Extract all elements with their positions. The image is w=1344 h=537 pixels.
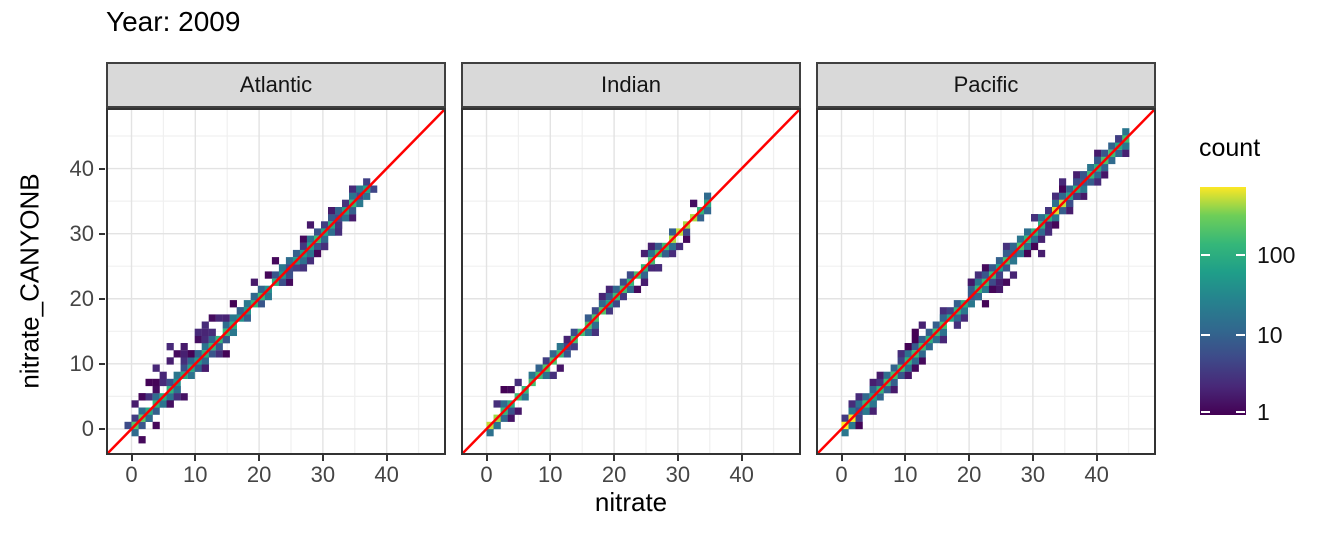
legend-tick-label: 1 (1257, 399, 1270, 425)
x-tick-label: 30 (665, 462, 691, 487)
legend-title: count (1199, 134, 1261, 162)
x-tick-mark (676, 455, 679, 461)
facet-pacific: Pacific (816, 62, 1156, 455)
x-tick-label: 20 (956, 462, 982, 487)
y-tick-label: 10 (69, 350, 94, 376)
x-tick-mark (613, 455, 616, 461)
facet-atlantic: Atlantic (106, 62, 446, 455)
y-tick-mark (99, 232, 105, 235)
panel-border (461, 108, 801, 455)
x-tick-label: 20 (246, 462, 272, 487)
identity-line (106, 108, 446, 455)
x-tick-label: 10 (538, 462, 563, 487)
x-tick-label: 30 (1020, 462, 1046, 487)
legend-colorbar (1200, 187, 1246, 415)
x-tick-label: 40 (729, 462, 754, 487)
facet-strip-indian: Indian (461, 62, 801, 108)
legend-tick-label: 10 (1257, 321, 1283, 348)
x-tick-mark (258, 455, 261, 461)
legend-tick-mark (1236, 253, 1245, 256)
x-tick-mark (1095, 455, 1098, 461)
legend-tick-label: 100 (1257, 241, 1296, 268)
x-tick-label: 40 (374, 462, 399, 487)
y-tick-label: 20 (69, 285, 94, 311)
legend-tick-mark (1201, 253, 1210, 256)
identity-line (461, 108, 801, 455)
legend-tick-mark (1201, 411, 1210, 413)
panel-border (816, 108, 1156, 455)
panel-border (106, 108, 446, 455)
x-tick-mark (904, 455, 907, 461)
facet-panel-pacific (816, 108, 1156, 455)
legend-tick-mark (1201, 333, 1210, 336)
facet-strip-atlantic: Atlantic (106, 62, 446, 108)
x-tick-mark (321, 455, 324, 461)
x-tick-mark (549, 455, 552, 461)
identity-line (816, 108, 1156, 455)
y-tick-mark (99, 167, 105, 170)
x-tick-mark (1031, 455, 1034, 461)
legend-tick-mark (1236, 333, 1245, 336)
y-axis-title: nitrate_CANYONB (14, 173, 45, 389)
y-tick-mark (99, 427, 105, 430)
x-tick-label: 0 (125, 462, 138, 487)
facet-panel-indian (461, 108, 801, 455)
facet-strip-label: Pacific (953, 72, 1019, 97)
x-tick-mark (840, 455, 843, 461)
x-tick-label: 30 (310, 462, 336, 487)
plot-title: Year: 2009 (106, 6, 241, 37)
x-tick-mark (485, 455, 488, 461)
facet-indian: Indian (461, 62, 801, 455)
legend-tick-mark (1236, 411, 1245, 413)
x-tick-label: 10 (893, 462, 918, 487)
facet-panel-atlantic (106, 108, 446, 455)
x-tick-mark (130, 455, 133, 461)
facet-strip-pacific: Pacific (816, 62, 1156, 108)
x-tick-label: 40 (1084, 462, 1109, 487)
x-axis-title: nitrate (594, 487, 668, 517)
facet-strip-label: Atlantic (239, 72, 313, 97)
x-tick-label: 20 (601, 462, 627, 487)
x-tick-mark (194, 455, 197, 461)
x-tick-label: 10 (183, 462, 208, 487)
y-tick-label: 30 (69, 220, 94, 246)
x-tick-mark (968, 455, 971, 461)
facet-strip-label: Indian (601, 72, 661, 97)
y-tick-label: 0 (81, 415, 94, 441)
x-tick-label: 0 (480, 462, 493, 487)
gridlines (461, 108, 801, 455)
y-tick-label: 40 (69, 155, 94, 181)
y-tick-mark (99, 362, 105, 365)
x-tick-mark (385, 455, 388, 461)
x-tick-label: 0 (835, 462, 848, 487)
y-tick-mark (99, 297, 105, 300)
gridlines (106, 108, 446, 455)
x-tick-mark (740, 455, 743, 461)
